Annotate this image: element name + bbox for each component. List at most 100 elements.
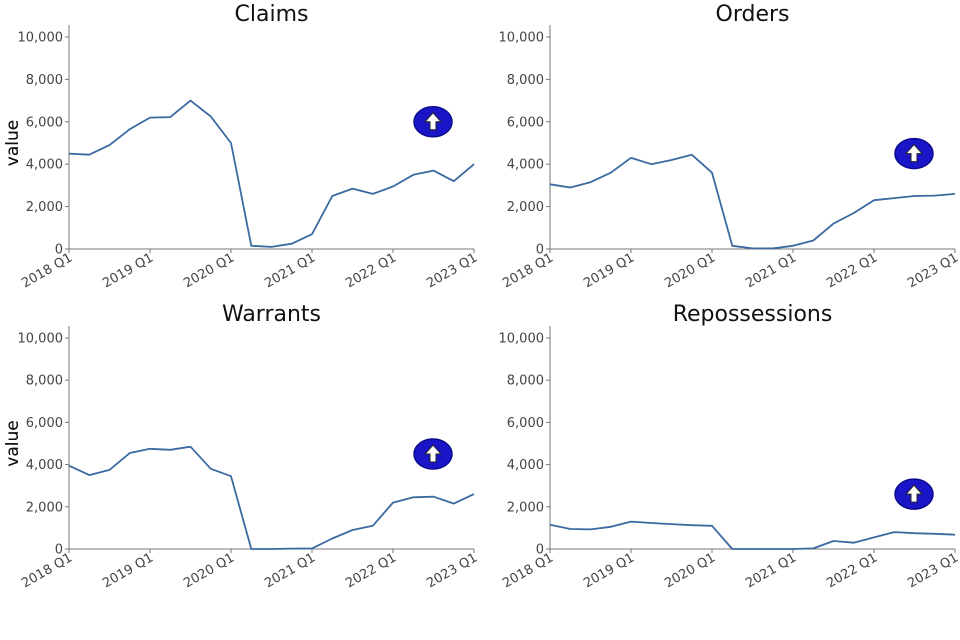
data-point [569, 187, 571, 189]
data-point [149, 117, 151, 119]
badge-arrow [423, 444, 443, 463]
y-tick-label: 8,000 [26, 374, 63, 389]
data-point [610, 172, 612, 174]
y-tick-label: 10,000 [18, 332, 64, 347]
data-point [473, 163, 475, 165]
data-point [853, 542, 855, 544]
data-point [250, 548, 252, 550]
y-tick-label: 0 [536, 543, 544, 558]
data-point [792, 548, 794, 550]
up-arrow-icon [894, 137, 934, 170]
x-tick-label: 2022 Q1 [824, 250, 880, 291]
data-point [650, 163, 652, 165]
data-point [291, 243, 293, 245]
panel-title: Claims [235, 2, 309, 27]
y-tick-label: 2,000 [507, 200, 544, 215]
data-point [68, 465, 70, 467]
y-tick-label: 8,000 [26, 73, 63, 88]
data-point [731, 548, 733, 550]
y-tick-label: 6,000 [507, 115, 544, 130]
x-tick-label: 2019 Q1 [100, 550, 156, 591]
data-point [934, 195, 936, 197]
data-point [352, 529, 354, 531]
data-point [169, 116, 171, 118]
data-point [331, 195, 333, 197]
data-point [954, 193, 956, 195]
x-tick-label: 2021 Q1 [743, 550, 799, 591]
x-tick-label: 2023 Q1 [905, 550, 960, 591]
data-point [873, 199, 875, 201]
data-point [68, 153, 70, 155]
data-point [311, 547, 313, 549]
chart-panel-0: Claims value 0 2,000 4,000 6,000 8,000 10,000 20… [3, 2, 480, 291]
data-point [934, 533, 936, 535]
badge-arrow [904, 143, 924, 163]
data-point [210, 468, 212, 470]
data-point [453, 503, 455, 505]
series-line [549, 520, 956, 550]
data-point [372, 525, 374, 527]
data-point [711, 525, 713, 527]
badge-arrow [904, 484, 924, 503]
chart-panel-1: Orders value 0 2,000 4,000 6,000 8,000 10,000 20… [3, 2, 960, 291]
data-point [772, 247, 774, 249]
data-point [873, 536, 875, 538]
x-tick-label: 2021 Q1 [262, 250, 318, 291]
series-line [68, 445, 475, 550]
up-arrow-icon [413, 438, 453, 470]
data-point [610, 526, 612, 528]
data-point [190, 446, 192, 448]
data-point [433, 170, 435, 172]
data-point [331, 537, 333, 539]
data-point [109, 469, 111, 471]
x-tick-label: 2022 Q1 [343, 550, 399, 591]
y-tick-label: 2,000 [26, 500, 63, 515]
data-point [569, 528, 571, 530]
y-tick-label: 0 [55, 243, 63, 258]
data-point [630, 521, 632, 523]
data-point [392, 502, 394, 504]
data-point [88, 474, 90, 476]
y-tick-label: 4,000 [507, 458, 544, 473]
x-tick-label: 2020 Q1 [181, 250, 237, 291]
data-point [433, 496, 435, 498]
chart-panel-3: Repossessions value 0 2,000 4,000 6,000 8,000 1… [3, 302, 960, 591]
x-tick-label: 2021 Q1 [262, 550, 318, 591]
x-tick-label: 2023 Q1 [424, 550, 480, 591]
data-point [412, 174, 414, 176]
x-tick-label: 2023 Q1 [424, 250, 480, 291]
data-point [549, 524, 551, 526]
y-tick-label: 8,000 [507, 374, 544, 389]
data-point [210, 116, 212, 118]
data-point [352, 188, 354, 190]
y-tick-label: 2,000 [26, 200, 63, 215]
x-tick-label: 2018 Q1 [500, 250, 556, 291]
x-tick-label: 2023 Q1 [905, 250, 960, 291]
panel-title: Orders [716, 2, 790, 27]
data-point [954, 534, 956, 536]
x-tick-label: 2020 Q1 [662, 550, 718, 591]
badge-arrow [423, 112, 443, 131]
data-point [149, 448, 151, 450]
data-point [752, 548, 754, 550]
y-tick-label: 4,000 [26, 458, 63, 473]
y-axis-label: value [3, 120, 23, 166]
y-tick-label: 8,000 [507, 73, 544, 88]
y-tick-label: 6,000 [26, 416, 63, 431]
x-tick-label: 2019 Q1 [100, 250, 156, 291]
data-point [772, 548, 774, 550]
data-point [590, 181, 592, 183]
data-point [129, 128, 131, 130]
y-tick-label: 4,000 [507, 158, 544, 173]
data-point [590, 528, 592, 530]
y-tick-label: 6,000 [507, 416, 544, 431]
panel-title: Repossessions [673, 302, 833, 327]
data-point [271, 548, 273, 550]
x-tick-label: 2020 Q1 [181, 550, 237, 591]
data-point [914, 195, 916, 197]
data-point [792, 245, 794, 247]
x-tick-label: 2018 Q1 [19, 550, 75, 591]
data-point [671, 523, 673, 525]
up-arrow-icon [894, 478, 934, 510]
y-tick-label: 10,000 [499, 31, 545, 46]
